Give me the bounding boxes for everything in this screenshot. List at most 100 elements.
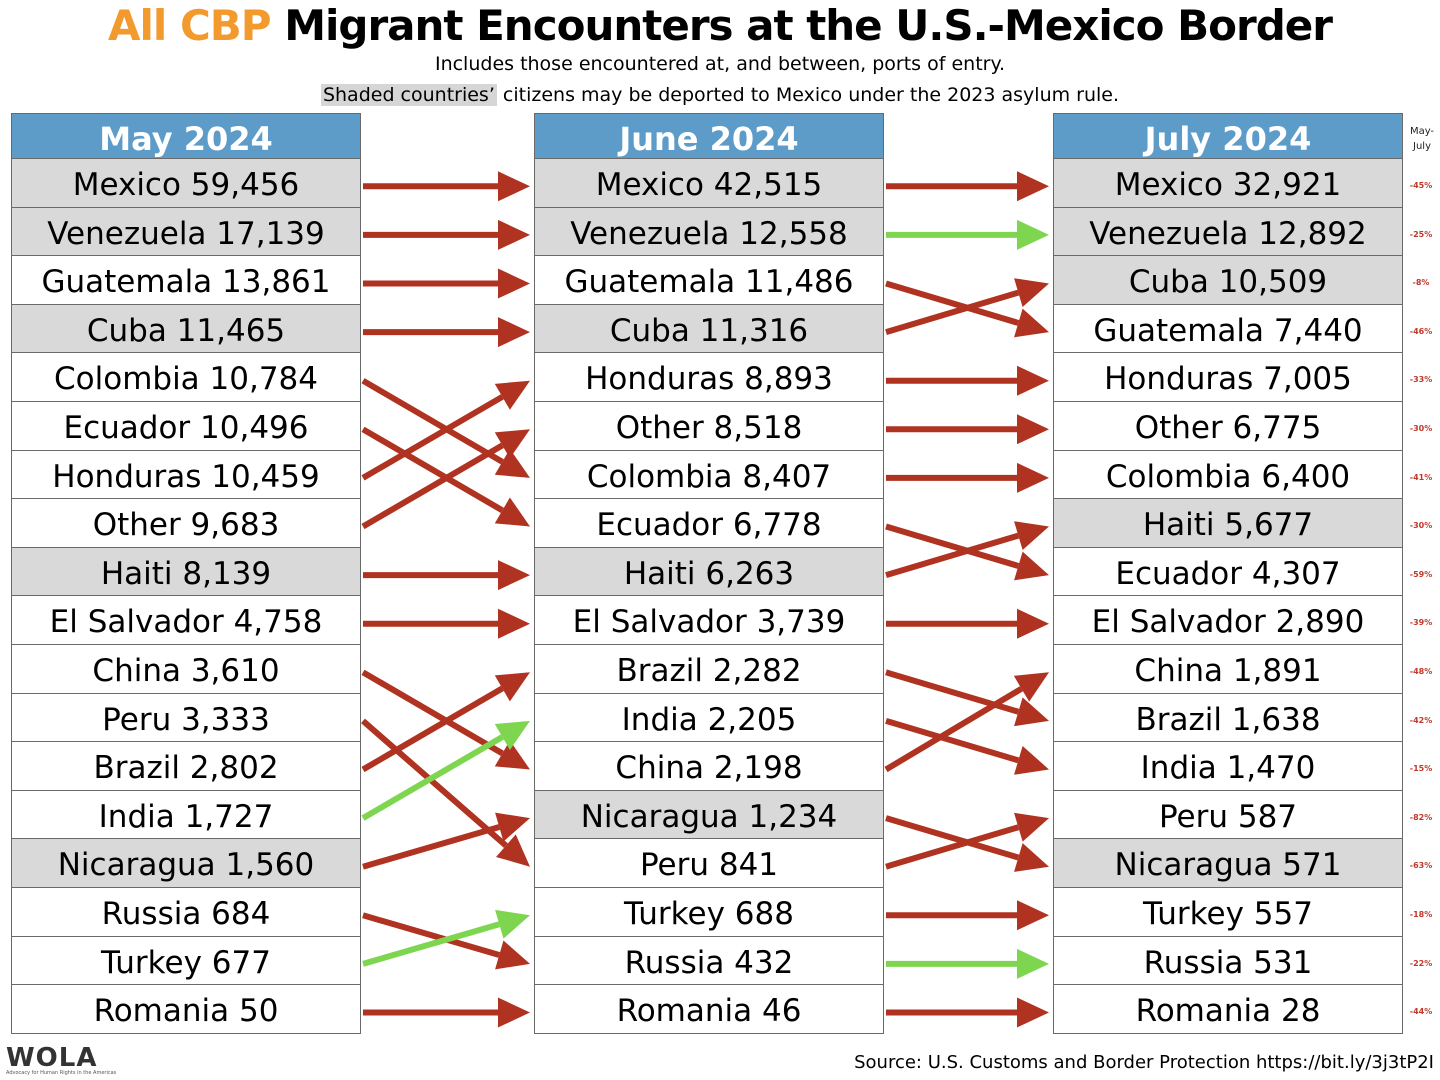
change-value-venezuela: -25% <box>1409 229 1433 239</box>
change-column: -45% -25% -8% -46% -33% -30% -41% -30% -59% -39% -… <box>1402 162 1440 1037</box>
country-cell-june-guatemala: Guatemala 11,486 <box>534 256 884 305</box>
arrow-may-to-june-china <box>361 669 530 770</box>
country-cell-may-peru: Peru 3,333 <box>11 693 361 743</box>
column-header-june: June 2024 <box>534 113 884 159</box>
arrow-may-to-june-turkey <box>362 909 530 967</box>
arrow-june-to-july-colombia <box>886 462 1049 493</box>
arrow-june-to-july-other <box>886 414 1049 445</box>
arrow-may-to-june-russia <box>362 912 530 970</box>
arrow-june-to-july-india <box>885 718 1049 775</box>
arrow-may-to-june-el-salvador <box>363 608 530 639</box>
country-cell-june-cuba: Cuba 11,316 <box>534 304 884 354</box>
country-cell-june-el-salvador: El Salvador 3,739 <box>534 596 884 645</box>
column-header-may: May 2024 <box>11 113 361 159</box>
arrow-june-to-july-venezuela <box>886 219 1049 250</box>
change-header-line-1: May- <box>1409 126 1435 137</box>
shaded-legend-highlight: Shaded countries’ <box>320 84 497 106</box>
country-cell-may-venezuela: Venezuela 17,139 <box>11 207 361 257</box>
subtitle-line-2: Shaded countries’ citizens may be deport… <box>0 82 1440 108</box>
subtitle-line-2-rest: citizens may be deported to Mexico under… <box>496 84 1120 106</box>
arrow-may-to-june-cuba <box>363 317 530 348</box>
arrow-may-to-june-india <box>361 720 530 821</box>
column-may: May 2024 Mexico 59,456 Venezuela 17,139 Gua… <box>11 113 361 1034</box>
arrow-may-to-june-haiti <box>363 560 530 591</box>
country-cell-july-venezuela: Venezuela 12,892 <box>1053 207 1403 257</box>
country-cell-june-peru: Peru 841 <box>534 839 884 888</box>
country-cell-july-honduras: Honduras 7,005 <box>1053 353 1403 402</box>
country-cell-may-turkey: Turkey 677 <box>11 936 361 986</box>
country-cell-july-nicaragua: Nicaragua 571 <box>1053 839 1403 888</box>
title-main: Migrant Encounters at the U.S.-Mexico Bo… <box>284 1 1333 50</box>
change-header-line-2: July <box>1413 141 1431 152</box>
arrow-june-to-july-peru <box>885 812 1049 870</box>
arrow-june-to-july-ecuador <box>885 523 1049 581</box>
change-header: May- July <box>1404 124 1440 154</box>
wola-logo: WOLA <box>6 1043 98 1073</box>
country-cell-june-ecuador: Ecuador 6,778 <box>534 499 884 548</box>
arrow-june-to-july-nicaragua <box>885 815 1049 872</box>
country-cell-june-haiti: Haiti 6,263 <box>534 547 884 597</box>
country-cell-june-china: China 2,198 <box>534 742 884 791</box>
country-cell-june-turkey: Turkey 688 <box>534 887 884 937</box>
country-cell-may-india: India 1,727 <box>11 790 361 840</box>
arrow-may-to-june-honduras <box>361 380 530 481</box>
change-value-mexico: -45% <box>1409 181 1433 190</box>
country-cell-june-honduras: Honduras 8,893 <box>534 353 884 402</box>
country-cell-may-honduras: Honduras 10,459 <box>11 450 361 500</box>
country-cell-may-russia: Russia 684 <box>11 887 361 937</box>
country-cell-july-haiti: Haiti 5,677 <box>1053 499 1403 548</box>
country-cell-may-china: China 3,610 <box>11 644 361 694</box>
country-cell-june-romania: Romania 46 <box>534 985 884 1034</box>
country-cell-may-other: Other 9,683 <box>11 499 361 548</box>
arrow-may-to-june-other <box>361 429 530 530</box>
change-value-cuba: -8% <box>1412 278 1430 288</box>
country-cell-may-brazil: Brazil 2,802 <box>11 742 361 791</box>
change-value-peru: -82% <box>1409 812 1433 822</box>
arrow-june-to-july-haiti <box>885 521 1049 578</box>
country-cell-may-guatemala: Guatemala 13,861 <box>11 256 361 305</box>
arrow-may-to-june-guatemala <box>363 268 530 299</box>
change-value-other: -30% <box>1409 423 1433 433</box>
country-cell-july-el-salvador: El Salvador 2,890 <box>1053 596 1403 645</box>
arrow-june-to-july-cuba <box>885 278 1049 335</box>
change-value-india: -15% <box>1409 764 1433 774</box>
column-july: July 2024 Mexico 32,921 Venezuela 12,892 Cu… <box>1053 113 1403 1034</box>
arrow-june-to-july-honduras <box>886 365 1049 396</box>
column-header-july: July 2024 <box>1053 113 1403 159</box>
country-cell-may-mexico: Mexico 59,456 <box>11 159 361 208</box>
change-value-russia: -22% <box>1409 958 1433 968</box>
country-cell-july-cuba: Cuba 10,509 <box>1053 256 1403 305</box>
country-cell-may-haiti: Haiti 8,139 <box>11 547 361 597</box>
arrow-june-to-july-china <box>884 672 1049 773</box>
country-cell-july-guatemala: Guatemala 7,440 <box>1053 304 1403 354</box>
arrow-may-to-june-brazil <box>361 672 530 773</box>
change-value-china: -48% <box>1409 666 1433 676</box>
country-cell-july-russia: Russia 531 <box>1053 936 1403 986</box>
column-june: June 2024 Mexico 42,515 Venezuela 12,558 Gu… <box>534 113 884 1034</box>
country-cell-june-mexico: Mexico 42,515 <box>534 159 884 208</box>
change-value-haiti: -30% <box>1409 521 1433 531</box>
wola-logo-tagline: Advocacy for Human Rights in the America… <box>6 1070 117 1076</box>
country-cell-july-romania: Romania 28 <box>1053 985 1403 1034</box>
country-cell-june-russia: Russia 432 <box>534 936 884 986</box>
change-value-brazil: -42% <box>1409 715 1433 725</box>
country-cell-july-colombia: Colombia 6,400 <box>1053 450 1403 500</box>
country-cell-may-nicaragua: Nicaragua 1,560 <box>11 839 361 888</box>
country-cell-july-other: Other 6,775 <box>1053 401 1403 451</box>
country-cell-may-cuba: Cuba 11,465 <box>11 304 361 354</box>
arrow-may-to-june-venezuela <box>363 219 530 250</box>
arrow-may-to-june-mexico <box>363 171 530 202</box>
arrow-may-to-june-romania <box>363 997 530 1028</box>
title-accent: All CBP <box>108 1 272 50</box>
country-cell-june-brazil: Brazil 2,282 <box>534 644 884 694</box>
country-cell-may-el-salvador: El Salvador 4,758 <box>11 596 361 645</box>
arrow-may-to-june-peru <box>361 718 530 867</box>
country-cell-july-turkey: Turkey 557 <box>1053 887 1403 937</box>
country-cell-june-nicaragua: Nicaragua 1,234 <box>534 790 884 840</box>
arrow-may-to-june-ecuador <box>361 426 530 527</box>
country-cell-may-ecuador: Ecuador 10,496 <box>11 401 361 451</box>
change-value-guatemala: -46% <box>1409 326 1433 336</box>
country-cell-july-peru: Peru 587 <box>1053 790 1403 840</box>
country-cell-july-india: India 1,470 <box>1053 742 1403 791</box>
change-value-turkey: -18% <box>1409 909 1433 919</box>
